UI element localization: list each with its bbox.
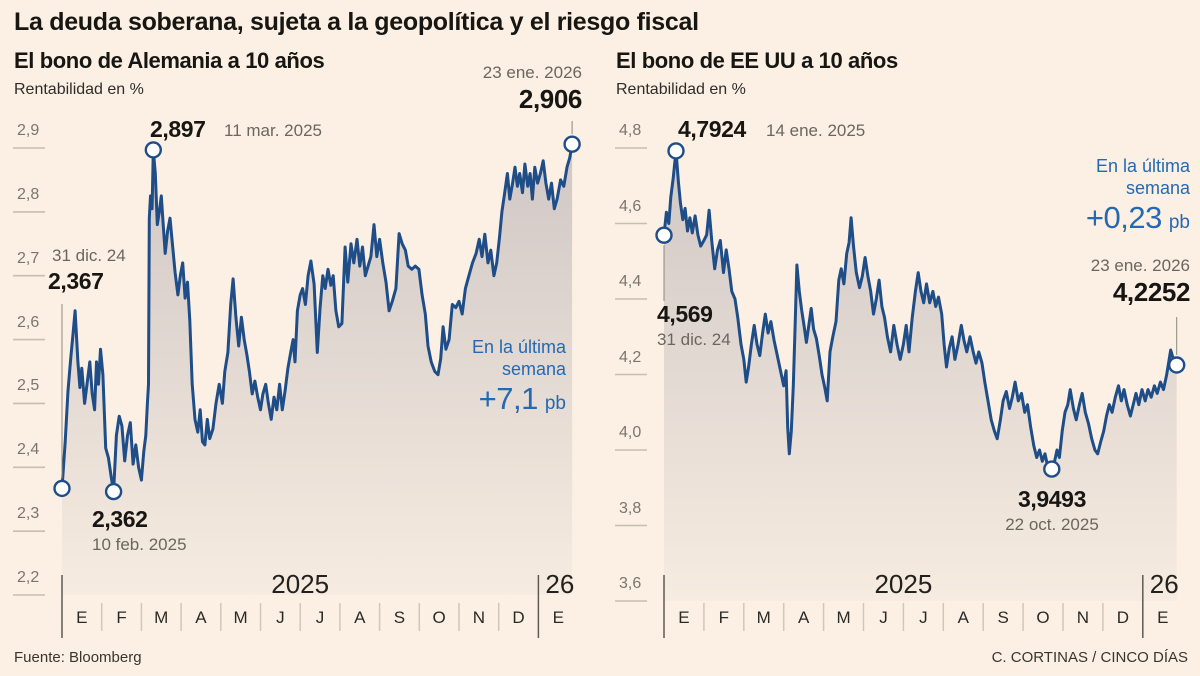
annotation-start-value-us: 4,569 [657, 301, 713, 327]
chart-title-germany: El bono de Alemania a 10 años [14, 48, 325, 73]
annotation-end-value-us: 4,2252 [1112, 277, 1191, 307]
annotation-start-date-germany: 31 dic. 24 [52, 246, 126, 265]
y-tick-label: 4,6 [619, 197, 642, 215]
x-month-label: M [233, 608, 248, 627]
week-change-us: +0,23 pb [990, 200, 1190, 236]
week-change-unit-germany: pb [544, 393, 566, 414]
y-tick-label: 3,6 [619, 575, 642, 592]
x-month-label: E [1157, 608, 1169, 627]
x-month-label: D [512, 608, 525, 627]
annotation-low-date-us: 22 oct. 2025 [1005, 515, 1099, 534]
data-point-marker [655, 226, 673, 244]
annotation-start-value-germany: 2,367 [48, 268, 104, 294]
y-tick-label: 2,5 [17, 377, 40, 395]
x-month-label: E [552, 608, 564, 627]
annotation-peak-value-us: 4,7924 [678, 116, 746, 142]
x-next-year-label: 26 [545, 569, 575, 599]
y-axis-unit-germany: Rentabilidad en % [14, 81, 144, 98]
y-tick-label: 2,9 [17, 122, 40, 139]
y-tick-label: 4,4 [619, 273, 642, 290]
x-month-label: A [957, 608, 969, 627]
data-point-marker [667, 142, 685, 160]
week-change-germany: +7,1 pb [366, 381, 566, 417]
week-note-line2-us: semana [1125, 178, 1190, 198]
annotation-low-value-us: 3,9493 [1018, 486, 1086, 512]
annotation-end-date-us: 23 ene. 2026 [1090, 256, 1190, 275]
data-point-marker [1167, 356, 1186, 374]
x-month-label: M [756, 608, 771, 627]
y-tick-label: 2,2 [17, 569, 40, 586]
x-month-label: F [718, 608, 730, 627]
y-tick-label: 3,8 [619, 499, 642, 517]
x-year-label: 2025 [874, 569, 933, 599]
annotation-low-date-germany: 10 feb. 2025 [92, 535, 187, 554]
y-tick-label: 4,8 [619, 122, 642, 139]
x-month-label: A [195, 608, 207, 627]
x-month-label: M [154, 608, 169, 627]
week-note-line2-germany: semana [501, 359, 566, 379]
y-tick-label: 2,3 [17, 505, 40, 523]
week-change-value-germany: +7,1 [478, 381, 539, 416]
y-tick-label: 2,6 [17, 313, 40, 331]
x-month-label: A [354, 608, 366, 627]
annotation-start-date-us: 31 dic. 24 [657, 330, 731, 349]
x-month-label: N [1076, 608, 1090, 627]
x-year-label: 2025 [271, 569, 330, 599]
x-month-label: J [919, 608, 928, 627]
data-point-marker [563, 135, 581, 153]
x-month-label: S [393, 608, 406, 627]
chart-title-us: El bono de EE UU a 10 años [616, 48, 898, 73]
y-axis-unit-us: Rentabilidad en % [616, 81, 746, 98]
x-next-year-label: 26 [1149, 569, 1179, 599]
y-tick-label: 2,4 [17, 441, 40, 459]
x-month-label: D [1116, 608, 1129, 627]
x-month-label: E [678, 608, 690, 627]
x-month-label: F [116, 608, 127, 627]
week-note-line1-germany: En la última [471, 337, 566, 357]
data-point-marker [1043, 460, 1061, 478]
annotation-peak-value-germany: 2,897 [150, 116, 206, 142]
annotation-peak-date-germany: 11 mar. 2025 [224, 121, 322, 140]
data-point-marker [104, 482, 123, 501]
author-credit: C. CORTINAS / CINCO DÍAS [991, 649, 1188, 666]
data-point-marker [53, 479, 71, 498]
x-month-label: N [472, 608, 485, 627]
data-point-marker [144, 141, 163, 159]
x-month-label: J [276, 608, 285, 627]
source-credit: Fuente: Bloomberg [14, 649, 142, 666]
yield-line [662, 149, 1179, 471]
area-fill [62, 144, 573, 595]
week-change-value-us: +0,23 [1085, 200, 1162, 235]
yield-line [60, 142, 574, 494]
week-change-unit-us: pb [1168, 212, 1190, 233]
y-tick-label: 4,0 [619, 424, 642, 441]
y-tick-label: 2,7 [17, 249, 40, 267]
x-month-label: M [836, 608, 851, 627]
week-note-line1-us: En la última [1095, 156, 1190, 176]
annotation-low-value-germany: 2,362 [92, 506, 148, 532]
annotation-peak-date-us: 14 ene. 2025 [766, 121, 866, 140]
y-tick-label: 2,8 [17, 185, 40, 203]
x-month-label: O [1036, 608, 1050, 627]
x-month-label: J [879, 608, 888, 627]
x-month-label: O [432, 608, 446, 627]
x-month-label: E [76, 608, 88, 627]
annotation-end-date-germany: 23 ene. 2026 [482, 63, 582, 82]
page-title: La deuda soberana, sujeta a la geopolíti… [14, 8, 699, 36]
annotation-end-value-germany: 2,906 [518, 84, 582, 114]
area-fill [664, 150, 1177, 601]
y-tick-label: 4,2 [619, 348, 642, 366]
x-month-label: J [315, 608, 325, 627]
x-month-label: S [997, 608, 1009, 627]
x-month-label: A [797, 608, 810, 627]
